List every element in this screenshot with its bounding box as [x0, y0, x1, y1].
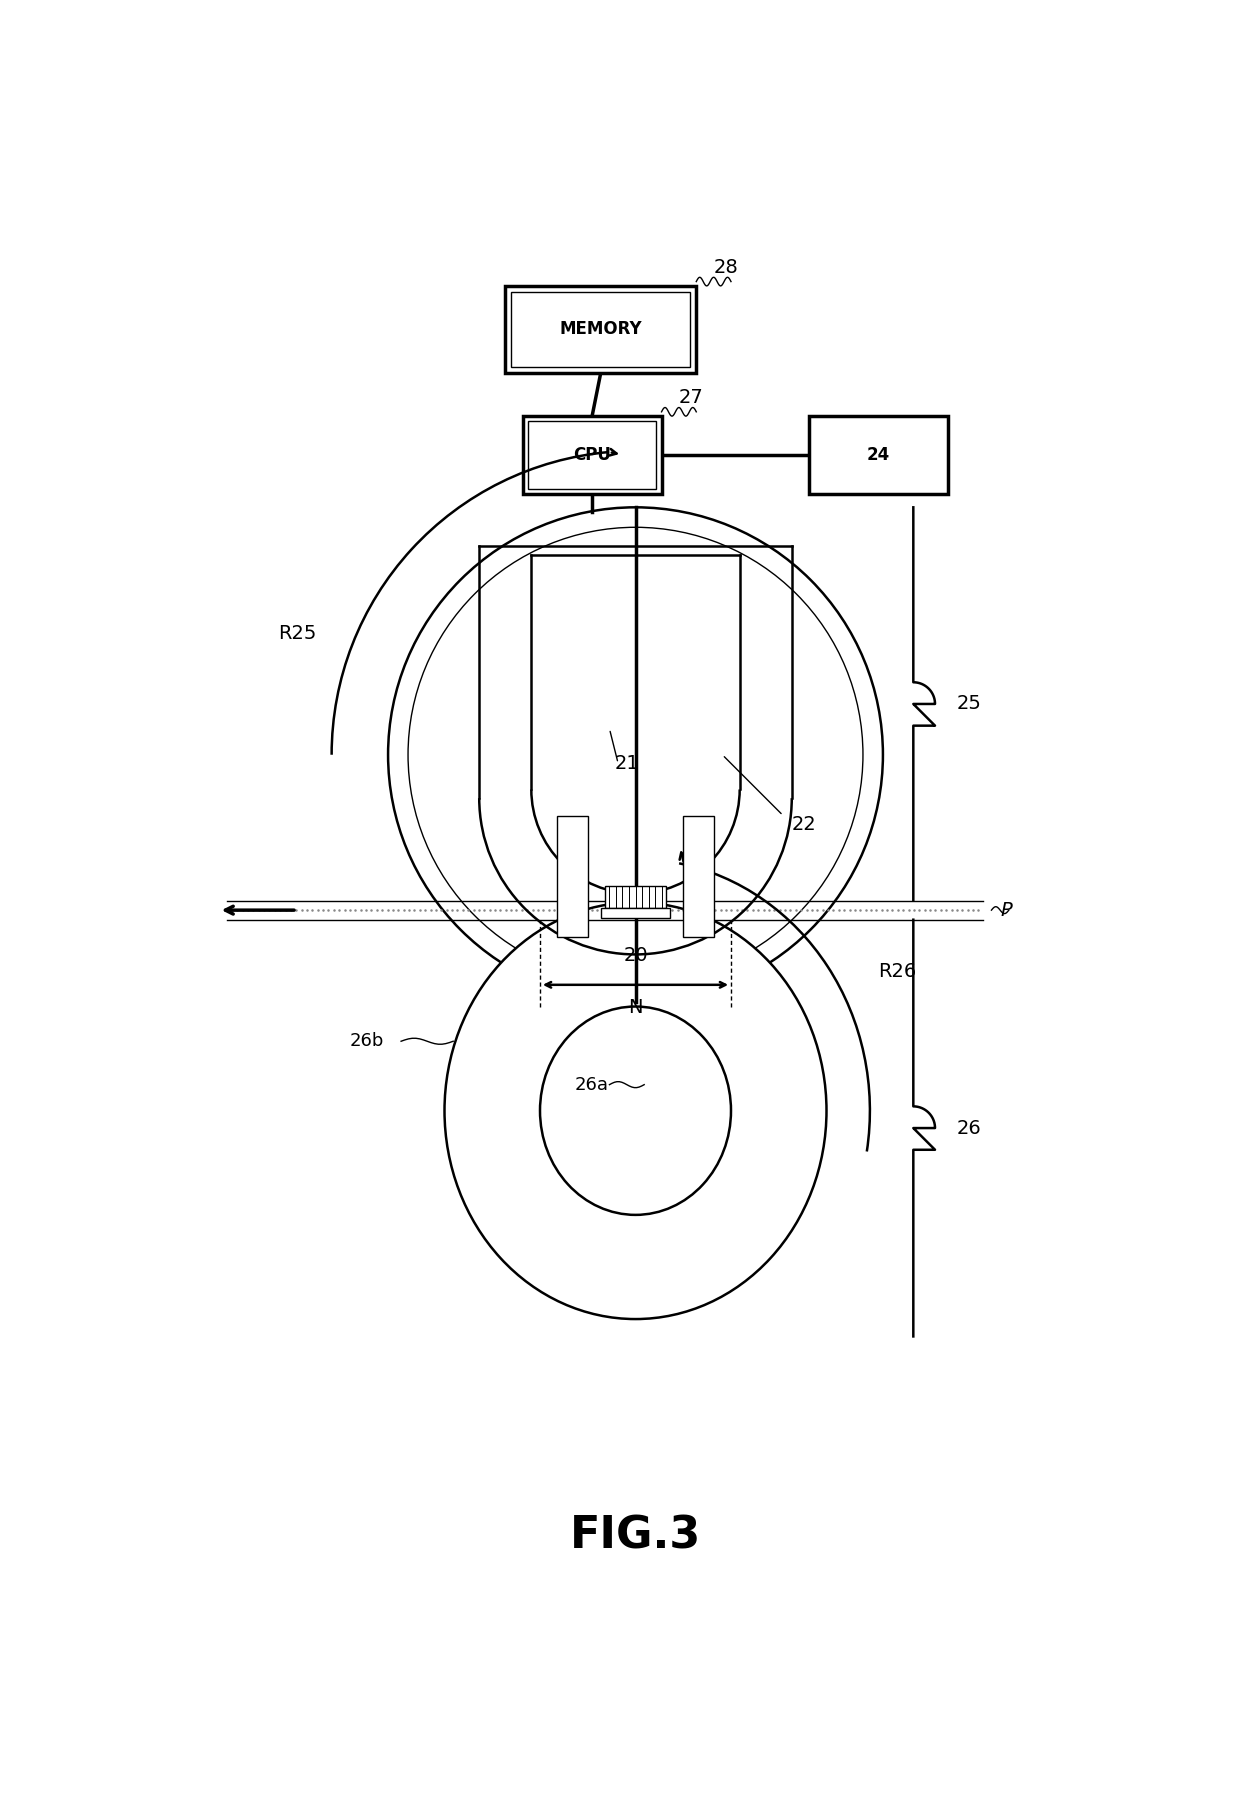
- Circle shape: [408, 527, 863, 981]
- Text: P: P: [1001, 900, 1012, 920]
- Text: 28: 28: [714, 258, 738, 278]
- Bar: [600, 907, 671, 918]
- Text: 24: 24: [867, 446, 890, 464]
- Bar: [505, 287, 697, 373]
- Text: MEMORY: MEMORY: [559, 321, 642, 339]
- Bar: [810, 417, 949, 494]
- Bar: [605, 886, 666, 907]
- Bar: [683, 815, 714, 936]
- Ellipse shape: [539, 1007, 732, 1214]
- Text: 27: 27: [680, 388, 703, 408]
- Text: 25: 25: [957, 695, 982, 713]
- Text: 22: 22: [792, 815, 816, 833]
- Text: N: N: [629, 998, 642, 1017]
- Text: R25: R25: [278, 624, 316, 642]
- Bar: [528, 422, 656, 489]
- Text: 26a: 26a: [575, 1075, 609, 1093]
- Text: FIG.3: FIG.3: [570, 1515, 701, 1557]
- Text: R26: R26: [879, 962, 916, 981]
- Text: CPU: CPU: [573, 446, 611, 464]
- Text: 26b: 26b: [350, 1032, 383, 1050]
- Bar: [511, 292, 691, 366]
- Text: 26: 26: [957, 1118, 982, 1138]
- Bar: [522, 417, 662, 494]
- Text: 21: 21: [615, 754, 639, 772]
- Bar: [557, 815, 588, 936]
- Ellipse shape: [444, 902, 827, 1319]
- Circle shape: [388, 507, 883, 1003]
- Text: 20: 20: [624, 945, 647, 965]
